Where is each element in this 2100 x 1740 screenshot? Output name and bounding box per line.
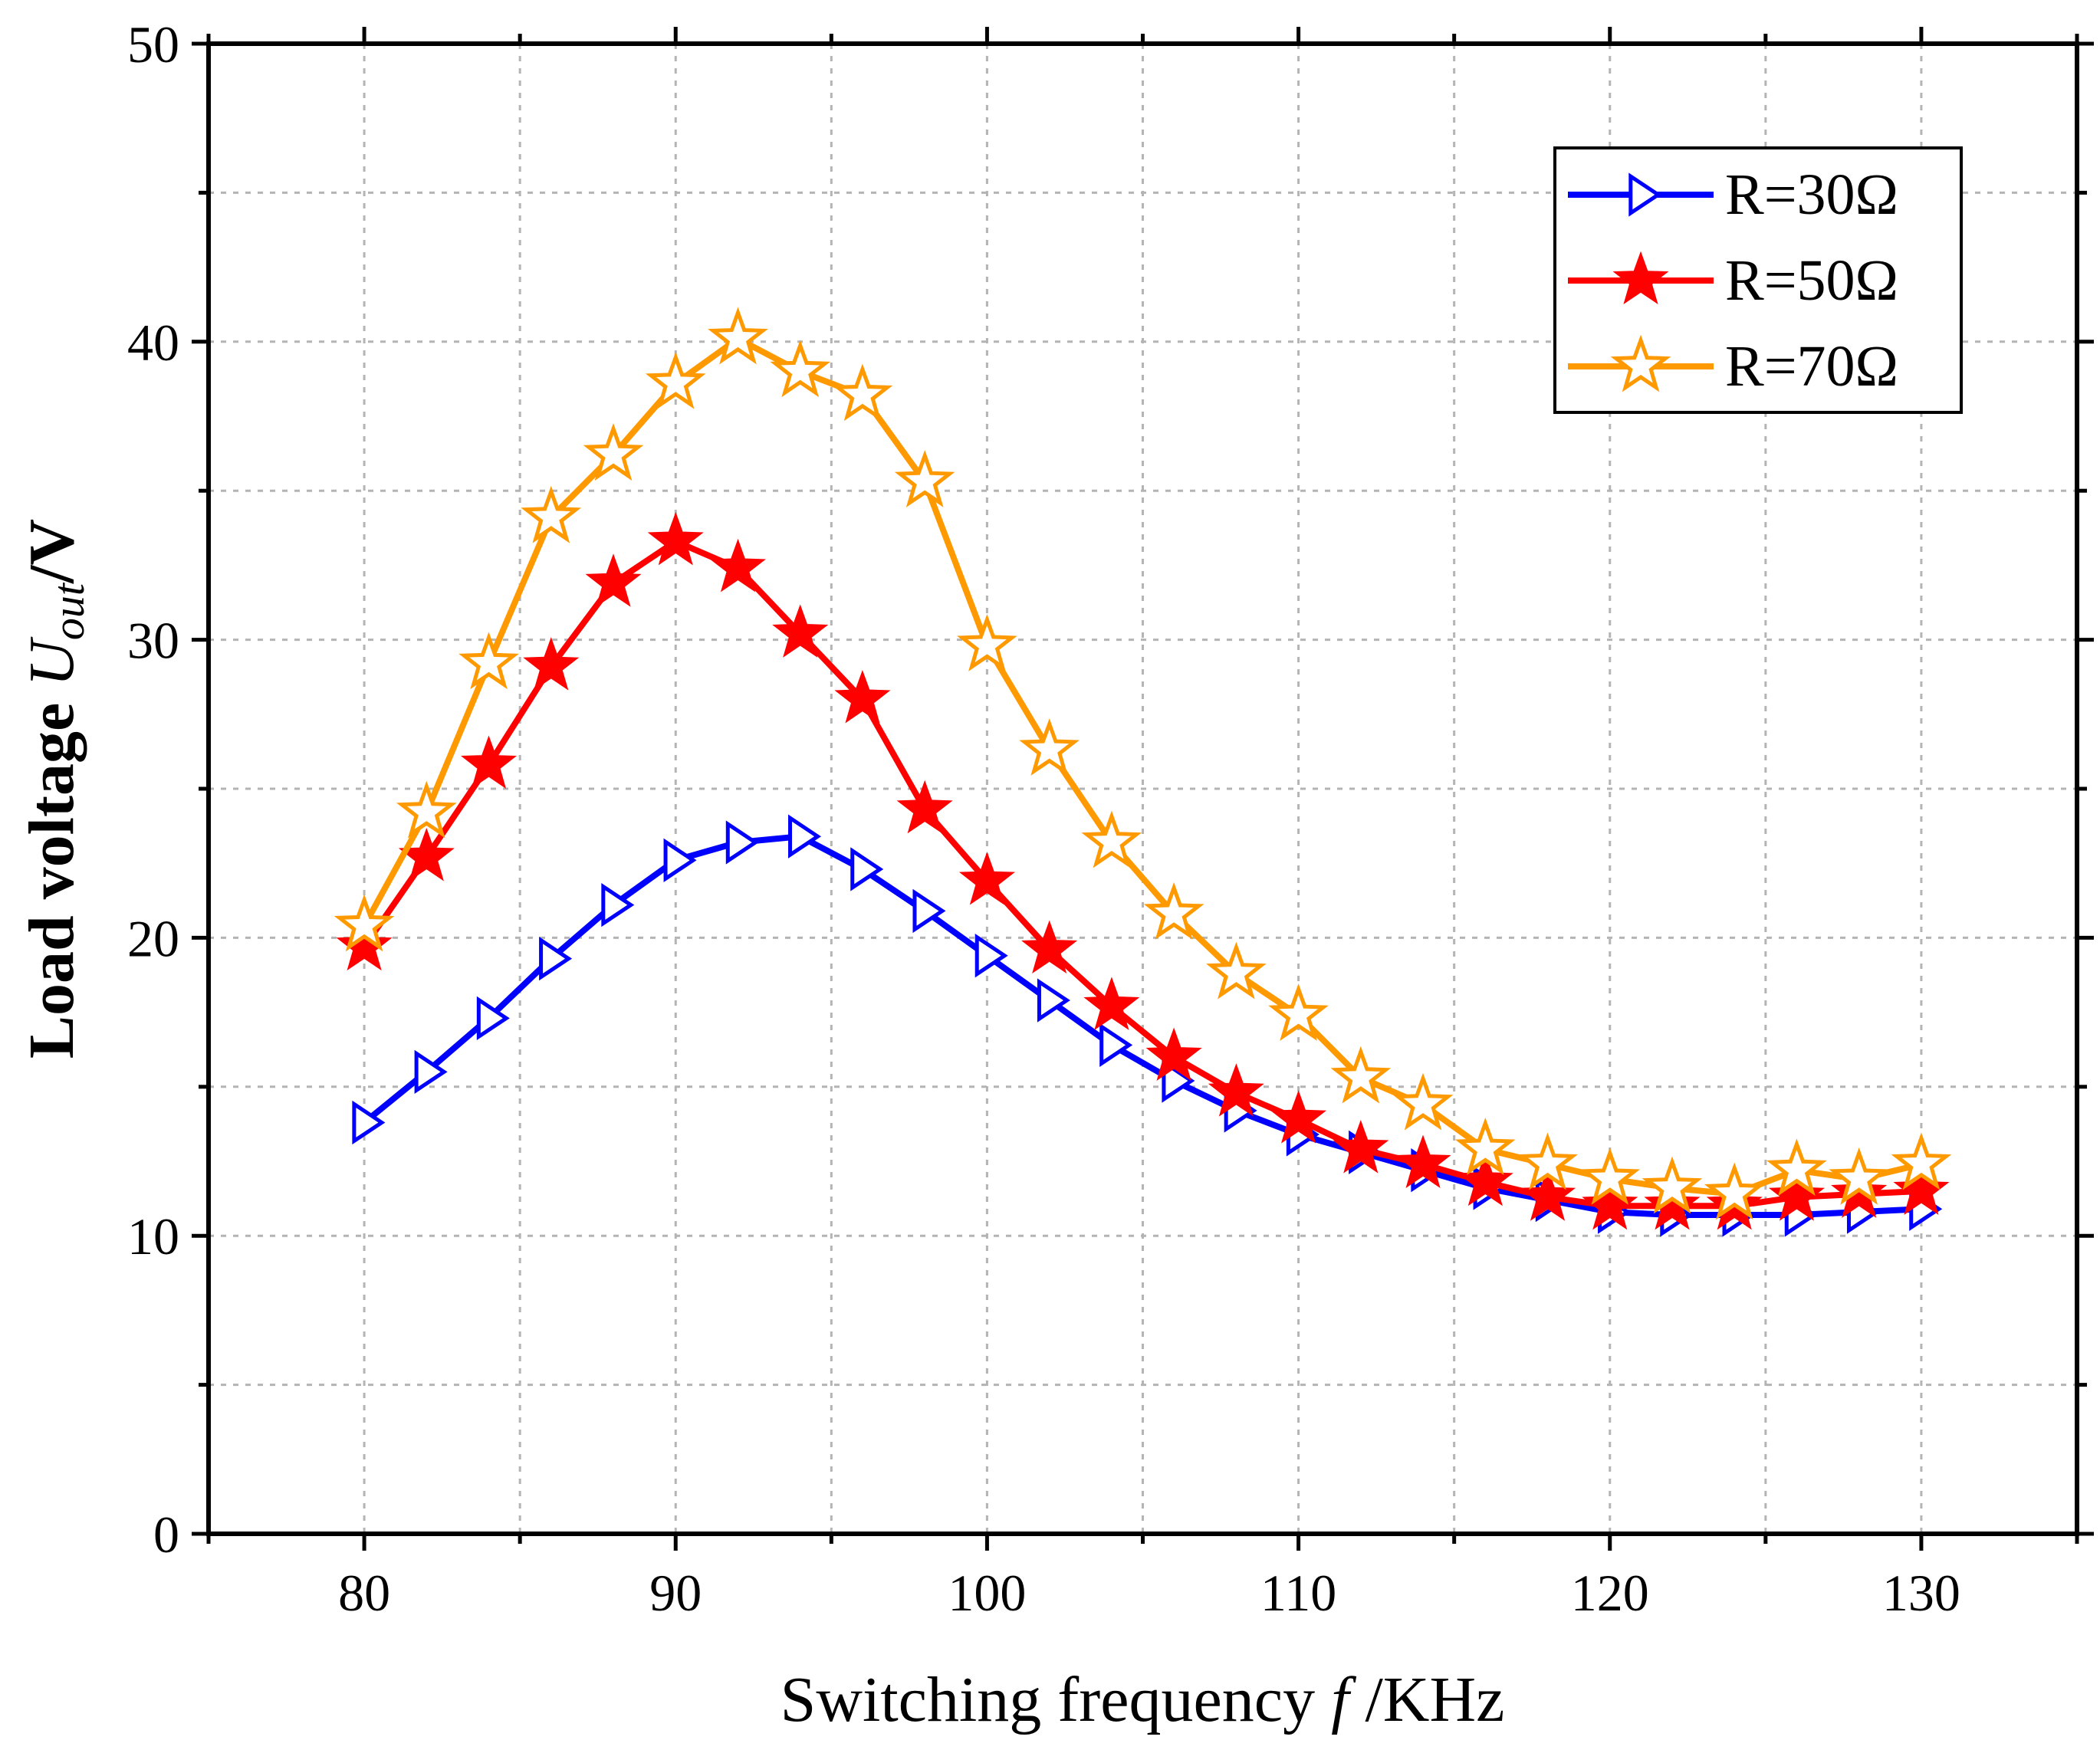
data-point: [1019, 718, 1080, 776]
data-point: [336, 917, 393, 971]
data-point: [1644, 1176, 1701, 1230]
data-point: [461, 735, 518, 789]
data-point: [1829, 1147, 1889, 1205]
legend-marker: [1612, 251, 1669, 305]
data-point: [912, 888, 946, 934]
data-point: [645, 351, 706, 409]
y-axis-title: Load voltage Uout/V: [16, 519, 94, 1059]
series-3: [334, 307, 1952, 1220]
data-point: [1208, 1063, 1264, 1117]
axis-tick-labels: 80 90 100 110 120 130 0 10 20 30 40 50: [127, 15, 1960, 1622]
data-point: [334, 894, 395, 952]
data-point: [1162, 1059, 1195, 1103]
y-tick-label: 40: [127, 314, 179, 372]
data-point: [1333, 1119, 1389, 1174]
x-tick-label: 110: [1260, 1564, 1336, 1622]
data-point: [396, 780, 457, 839]
legend-entry-2: R=50Ω: [1568, 248, 1898, 313]
data-point: [974, 934, 1008, 978]
legend-label: R=50Ω: [1725, 248, 1898, 313]
data-point: [1143, 881, 1204, 940]
data-point: [1891, 1132, 1952, 1190]
x-tick-label: 90: [649, 1564, 702, 1622]
data-point: [850, 847, 884, 891]
data-point: [1768, 1167, 1825, 1221]
data-point: [539, 936, 573, 981]
legend: R=30Ω R=50Ω R=70Ω: [1553, 146, 1963, 414]
legend-label: R=30Ω: [1725, 163, 1898, 227]
data-point: [1454, 1118, 1516, 1175]
x-axis-title: Switching frequency f /KHz: [781, 1664, 1505, 1735]
data-point: [647, 511, 704, 566]
data-point: [1270, 1090, 1327, 1144]
data-point: [1457, 1152, 1513, 1207]
data-point: [1704, 1162, 1765, 1220]
data-point: [476, 996, 510, 1041]
y-tick-label: 10: [127, 1207, 179, 1266]
data-point: [788, 814, 822, 859]
legend-marker: [1628, 172, 1662, 217]
data-point: [1395, 1134, 1451, 1188]
legend-entry-1: R=30Ω: [1568, 163, 1898, 227]
data-point: [1083, 977, 1140, 1030]
data-point: [1268, 983, 1329, 1041]
data-point: [1330, 1046, 1392, 1104]
data-point: [1520, 1167, 1576, 1221]
data-point: [1099, 1023, 1133, 1068]
data-point: [458, 632, 519, 690]
series-layer: [334, 307, 1952, 1237]
data-point: [601, 882, 635, 927]
data-point: [1145, 1027, 1202, 1081]
x-tick-label: 130: [1882, 1564, 1960, 1622]
series-2: [336, 511, 1950, 1230]
axis-ticks: [192, 27, 2094, 1551]
data-point: [1893, 1161, 1950, 1215]
y-tick-label: 50: [127, 15, 179, 74]
x-tick-label: 120: [1571, 1564, 1649, 1622]
legend-label: R=70Ω: [1725, 334, 1898, 399]
data-point: [663, 838, 697, 882]
data-point: [958, 852, 1015, 905]
data-point: [1037, 978, 1070, 1023]
data-point: [1579, 1147, 1641, 1205]
data-point: [832, 363, 893, 422]
data-point: [585, 553, 642, 607]
y-tick-label: 0: [153, 1505, 179, 1564]
data-point: [1582, 1176, 1638, 1230]
data-point: [1642, 1156, 1703, 1214]
data-point: [1392, 1072, 1454, 1131]
data-point: [770, 340, 831, 398]
data-point: [957, 614, 1017, 671]
data-point: [1021, 920, 1078, 974]
data-point: [772, 604, 829, 658]
data-point: [521, 485, 582, 543]
legend-entry-3: R=70Ω: [1568, 334, 1898, 399]
data-point: [896, 780, 953, 834]
y-tick-label: 30: [127, 612, 179, 670]
data-point: [1517, 1132, 1578, 1190]
data-point: [523, 637, 580, 691]
data-point: [709, 538, 766, 593]
y-tick-label: 20: [127, 909, 179, 967]
data-point: [725, 820, 759, 865]
data-point: [708, 307, 768, 365]
data-point: [583, 423, 644, 481]
data-point: [352, 1100, 386, 1145]
legend-marker: [1610, 334, 1671, 392]
data-point: [414, 1049, 448, 1095]
data-point: [1081, 810, 1142, 868]
data-point: [1766, 1138, 1827, 1197]
x-tick-label: 100: [948, 1564, 1026, 1622]
data-point: [894, 450, 955, 507]
x-tick-label: 80: [338, 1564, 390, 1622]
data-point: [1206, 941, 1267, 1000]
data-point: [834, 670, 891, 724]
